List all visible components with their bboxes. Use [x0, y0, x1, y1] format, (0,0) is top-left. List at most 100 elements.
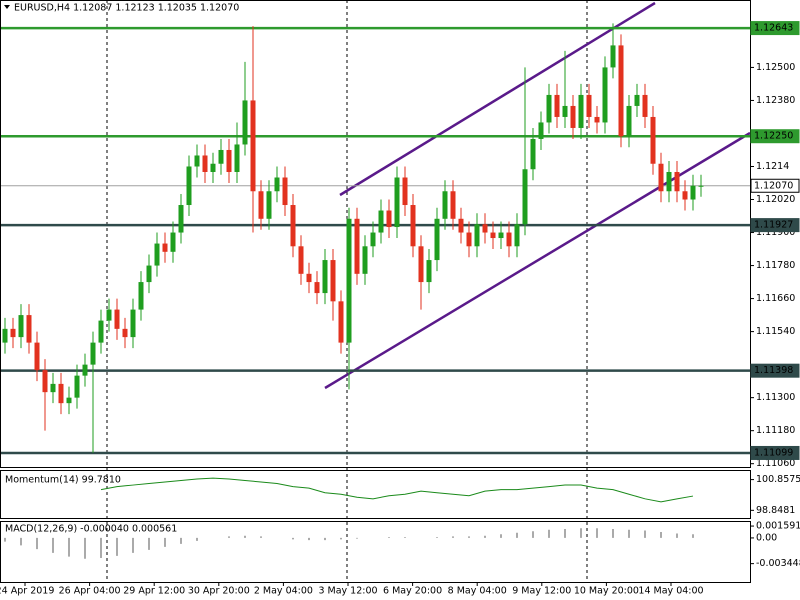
- channel-upper: [339, 1, 656, 197]
- candle-body: [394, 177, 400, 228]
- candle-body: [642, 94, 648, 117]
- candle-body: [74, 375, 80, 398]
- price-level-box: [750, 178, 800, 193]
- y-tick-label: 1.12500: [756, 62, 795, 73]
- candle-body: [418, 246, 424, 283]
- candle-body: [354, 218, 360, 274]
- candle-body: [90, 342, 96, 365]
- candle-body: [682, 191, 688, 200]
- candle-body: [434, 218, 440, 261]
- x-tick-label: 24 Apr 2019: [0, 586, 54, 597]
- menu-arrow: [4, 5, 10, 9]
- candle-body: [306, 273, 312, 283]
- candle-body: [58, 383, 64, 404]
- price-level-box: [750, 129, 800, 144]
- candle-body: [410, 205, 416, 247]
- candle-body: [274, 177, 280, 192]
- candle-body: [474, 224, 480, 247]
- candle-body: [130, 309, 136, 338]
- price-level-box: [750, 363, 800, 378]
- y-tick-label: 100.8575: [756, 474, 800, 485]
- candle-body: [634, 94, 640, 106]
- x-tick-label: 6 May 20:00: [383, 586, 442, 597]
- candle-body: [186, 166, 192, 206]
- x-tick-label: 30 Apr 20:00: [188, 586, 250, 597]
- candle-body: [194, 155, 200, 167]
- y-tick-label: 1.11900: [756, 227, 795, 238]
- price-level-label: 1.12643: [754, 23, 793, 34]
- price-level-label: 1.11398: [754, 365, 793, 376]
- candle-body: [242, 100, 248, 145]
- candle-body: [466, 232, 472, 247]
- x-tick-label: 3 May 12:00: [318, 586, 377, 597]
- y-tick-label: 1.12020: [756, 194, 795, 205]
- candle-body: [250, 100, 256, 192]
- macd-title: MACD(12,26,9) -0.000040 0.000561: [5, 524, 177, 535]
- candle-body: [530, 138, 536, 170]
- candle-body: [586, 94, 592, 117]
- y-tick-label: 0.00: [756, 532, 777, 543]
- candle-body: [202, 155, 208, 172]
- candle-body: [442, 191, 448, 219]
- candle-body: [458, 218, 464, 233]
- main-frame: [0, 0, 751, 468]
- candle-body: [602, 67, 608, 123]
- candle-body: [698, 185, 704, 187]
- candle-body: [210, 163, 216, 172]
- candle-body: [562, 105, 568, 117]
- candle-body: [154, 243, 160, 266]
- x-tick-label: 14 May 04:00: [638, 586, 703, 597]
- y-tick-label: 1.11300: [756, 392, 795, 403]
- candle-body: [402, 177, 408, 206]
- candle-body: [26, 315, 32, 343]
- y-tick-label: -0.003448: [756, 558, 800, 569]
- candle-body: [234, 144, 240, 172]
- candle-body: [650, 116, 656, 164]
- candle-body: [82, 364, 88, 376]
- candle-body: [490, 232, 496, 239]
- price-level-box: [750, 218, 800, 233]
- x-tick-label: 8 May 04:00: [448, 586, 507, 597]
- candle-body: [346, 218, 352, 343]
- y-tick-label: 1.11180: [756, 425, 795, 436]
- x-tick-label: 29 Apr 12:00: [123, 586, 185, 597]
- candle-body: [162, 243, 168, 252]
- candle-body: [554, 94, 560, 117]
- candle-body: [658, 163, 664, 192]
- candle-body: [322, 260, 328, 294]
- momentum-frame: [0, 470, 751, 519]
- candle-body: [106, 309, 112, 321]
- price-level-box: [750, 445, 800, 460]
- candle-body: [266, 191, 272, 219]
- x-tick-label: 10 May 20:00: [574, 586, 639, 597]
- candle-body: [450, 191, 456, 219]
- price-level-box: [750, 21, 800, 36]
- macd-frame: [0, 521, 751, 583]
- candle-body: [10, 328, 16, 338]
- candle-body: [426, 260, 432, 283]
- y-tick-label: 0.001591: [756, 521, 800, 532]
- candle-body: [546, 94, 552, 123]
- candle-body: [330, 260, 336, 302]
- candle-body: [626, 105, 632, 137]
- marks: [1, 23, 750, 455]
- candle-body: [42, 370, 48, 393]
- candle-body: [386, 210, 392, 228]
- momentum-title: Momentum(14) 99.7810: [5, 475, 121, 486]
- candle-body: [34, 342, 40, 371]
- y-tick-label: 1.12380: [756, 95, 795, 106]
- candle-body: [138, 282, 144, 310]
- candle-body: [170, 232, 176, 252]
- y-tick-label: 98.8481: [756, 505, 795, 516]
- x-tick-label: 9 May 12:00: [512, 586, 571, 597]
- y-tick-label: 1.11660: [756, 293, 795, 304]
- momentum-line: [100, 477, 694, 503]
- y-tick-label: 1.11060: [756, 458, 795, 469]
- x-tick-label: 26 Apr 04:00: [59, 586, 121, 597]
- candle-body: [370, 232, 376, 247]
- price-level-label: 1.12070: [754, 180, 793, 191]
- candle-body: [18, 315, 24, 338]
- y-tick-label: 1.11780: [756, 260, 795, 271]
